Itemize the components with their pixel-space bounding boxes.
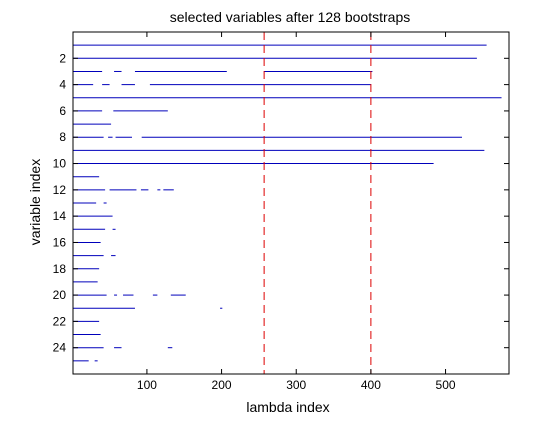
y-tick-label: 24 xyxy=(53,341,67,355)
y-tick-label: 16 xyxy=(53,235,67,249)
y-tick-label: 2 xyxy=(59,51,66,65)
y-tick-label: 6 xyxy=(59,104,66,118)
y-axis-label: variable index xyxy=(27,159,43,245)
x-tick-label: 200 xyxy=(212,378,232,392)
plot-background xyxy=(73,32,509,374)
axes-box xyxy=(72,31,510,375)
y-tick-label: 20 xyxy=(53,288,67,302)
x-tick-label: 100 xyxy=(137,378,157,392)
x-axis-label: lambda index xyxy=(246,399,329,415)
y-tick-label: 4 xyxy=(59,78,66,92)
y-tick-label: 22 xyxy=(53,314,67,328)
y-tick-label: 14 xyxy=(53,209,67,223)
chart-title: selected variables after 128 bootstraps xyxy=(170,9,410,25)
x-tick-label: 400 xyxy=(361,378,381,392)
y-tick-label: 10 xyxy=(53,157,67,171)
y-tick-label: 18 xyxy=(53,262,67,276)
y-tick-label: 12 xyxy=(53,183,67,197)
y-tick-label: 8 xyxy=(59,130,66,144)
x-tick-label: 500 xyxy=(436,378,456,392)
x-tick-label: 300 xyxy=(286,378,306,392)
